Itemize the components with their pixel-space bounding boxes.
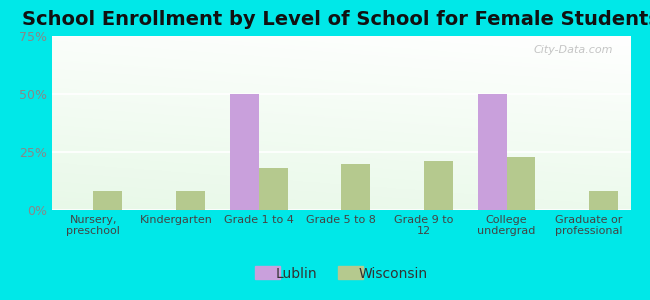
Legend: Lublin, Wisconsin: Lublin, Wisconsin [249, 262, 434, 286]
Bar [506, 157, 536, 210]
Bar [94, 191, 122, 210]
Bar [259, 168, 287, 210]
Bar [589, 191, 618, 210]
Bar [229, 94, 259, 210]
Bar [478, 94, 506, 210]
Text: City-Data.com: City-Data.com [534, 45, 613, 55]
Bar [424, 161, 453, 210]
Bar [341, 164, 370, 210]
Title: School Enrollment by Level of School for Female Students: School Enrollment by Level of School for… [22, 10, 650, 29]
Bar [176, 191, 205, 210]
